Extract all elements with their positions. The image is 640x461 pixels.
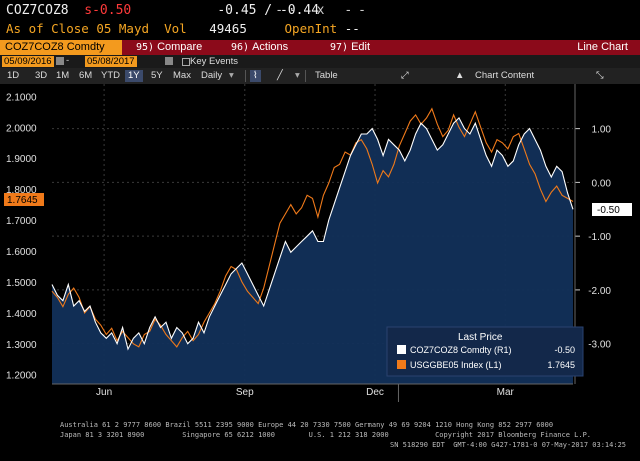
series-line-coz7coz8 — [51, 116, 574, 351]
left-axis-tick: 1.6000 — [6, 247, 37, 258]
quote-header: COZ7COZ8 s-0.50 -0.45 / -0.44 As of Clos… — [0, 0, 640, 40]
period-max[interactable]: Max — [173, 70, 191, 81]
legend-label-usggbe05: USGGBE05 Index (L1) — [410, 360, 502, 370]
as-of-date: 05 Mayd — [96, 21, 150, 36]
calendar-icon[interactable] — [56, 57, 64, 65]
footer-contacts: Australia 61 2 9777 8600 Brazil 5511 239… — [0, 415, 640, 461]
right-axis-tick: -3.00 — [588, 340, 611, 351]
right-last-value: -0.50 — [597, 205, 620, 216]
left-axis-tick: 1.5000 — [6, 278, 37, 289]
footer-line-2: Japan 81 3 3201 8900 Singapore 65 6212 1… — [60, 431, 592, 439]
window-controls[interactable]: -- x -- — [275, 3, 372, 18]
openint-value: -- — [344, 21, 360, 36]
series-line-usggbe05 — [51, 107, 574, 348]
chevron-down-icon[interactable]: ▾ — [229, 70, 234, 81]
key-events-label: Key Events — [190, 56, 239, 67]
bid-ask-range: -0.45 / -0.44 — [217, 3, 320, 18]
period-6m[interactable]: 6M — [79, 70, 93, 81]
close-line: As of Close 05 Mayd Vol 49465 OpenInt -- — [6, 21, 360, 36]
line-chart-icon[interactable]: ⌇ — [250, 70, 261, 82]
openint-label: OpenInt — [284, 21, 338, 36]
change-value: -0.50 — [92, 3, 132, 18]
left-axis-tick: 1.3000 — [6, 340, 37, 351]
chart-content-icon[interactable]: ▲ — [455, 70, 465, 81]
quote-line: COZ7COZ8 s-0.50 -0.45 / -0.44 — [6, 3, 319, 18]
end-date-input[interactable]: 05/08/2017 — [85, 56, 137, 67]
function-menu-bar: 95) Compare 96) Actions 97) Edit Line Chart — [0, 40, 640, 55]
frequency-select[interactable]: Daily — [201, 70, 223, 81]
period-1d[interactable]: 1D — [7, 70, 20, 81]
toolbar-divider — [245, 70, 246, 82]
edit-menu[interactable]: 97) Edit — [330, 41, 371, 53]
vol-value: 49465 — [209, 21, 247, 36]
date-range-bar: 05/09/2016 - 05/08/2017 Key Events — [0, 55, 640, 68]
x-axis-tick: Dec — [366, 387, 384, 398]
change-prefix: s — [84, 3, 93, 18]
left-last-value: 1.7645 — [7, 195, 38, 206]
footer-line-3: SN 518290 EDT GMT-4:00 G427-1781-0 07-Ma… — [390, 441, 627, 449]
legend-value-usggbe05: 1.7645 — [547, 360, 575, 370]
date-separator: - — [66, 55, 70, 66]
ticker: COZ7COZ8 — [6, 3, 69, 18]
as-of-label: As of Close — [6, 21, 89, 36]
left-axis-tick: 1.2000 — [6, 371, 37, 382]
start-date-input[interactable]: 05/09/2016 — [2, 56, 54, 67]
toolbar-divider — [305, 70, 306, 82]
left-axis-tick: 1.7000 — [6, 216, 37, 227]
chevron-down-icon[interactable]: ▾ — [295, 70, 300, 81]
price-chart: 2.1000 2.0000 1.9000 1.8000 1.7000 1.6000 1.50… — [0, 84, 640, 414]
right-axis-tick: 0.00 — [592, 178, 612, 189]
right-last-value-tag — [592, 203, 632, 216]
left-axis-tick: 1.8000 — [6, 185, 37, 196]
draw-tool-icon[interactable]: ╱ — [277, 70, 283, 81]
chart-type-label: Line Chart — [577, 41, 628, 53]
x-axis-tick: Jun — [96, 387, 112, 398]
footer-line-1: Australia 61 2 9777 8600 Brazil 5511 239… — [60, 421, 554, 429]
collapse-icon[interactable]: ⤡ — [596, 70, 604, 81]
left-axis-tick: 2.0000 — [6, 123, 37, 134]
vol-label: Vol — [164, 21, 187, 36]
left-axis-tick: 2.1000 — [6, 92, 37, 103]
expand-icon[interactable]: ⤢ — [401, 70, 409, 81]
right-axis-tick: -2.00 — [588, 286, 611, 297]
period-ytd[interactable]: YTD — [101, 70, 120, 81]
legend-value-coz7coz8: -0.50 — [554, 345, 575, 355]
compare-menu[interactable]: 95) Compare — [136, 41, 203, 53]
left-axis-tick: 1.9000 — [6, 154, 37, 165]
actions-menu[interactable]: 96) Actions — [231, 41, 289, 53]
chart-svg: 2.1000 2.0000 1.9000 1.8000 1.7000 1.6000 1.50… — [0, 84, 640, 414]
legend-title: Last Price — [458, 332, 503, 343]
legend-label-coz7coz8: COZ7COZ8 Comdty (R1) — [410, 345, 512, 355]
left-axis-tick: 1.4000 — [6, 309, 37, 320]
right-axis-tick: 1.00 — [592, 125, 612, 136]
left-last-value-tag — [4, 193, 44, 206]
x-axis-tick: Sep — [236, 387, 254, 398]
period-5y[interactable]: 5Y — [151, 70, 163, 81]
table-button[interactable]: Table — [315, 70, 338, 81]
series-area-coz7coz8 — [52, 117, 573, 385]
chart-content-button[interactable]: Chart Content — [475, 70, 535, 81]
security-field[interactable]: COZ7COZ8 Comdty — [0, 40, 122, 55]
period-3d[interactable]: 3D — [35, 70, 48, 81]
chart-legend: Last Price COZ7COZ8 Comdty (R1) -0.50 US… — [386, 326, 584, 377]
calendar-icon[interactable] — [165, 57, 173, 65]
period-1m[interactable]: 1M — [56, 70, 70, 81]
period-toolbar: 1D 3D 1M 6M YTD 1Y 5Y Max Daily ▾ ⌇ ╱ ▾ … — [0, 68, 640, 84]
x-axis-tick: Mar — [497, 387, 515, 398]
period-1y[interactable]: 1Y — [125, 70, 143, 82]
right-axis-tick: -1.00 — [588, 232, 611, 243]
key-events-checkbox[interactable] — [182, 58, 190, 66]
